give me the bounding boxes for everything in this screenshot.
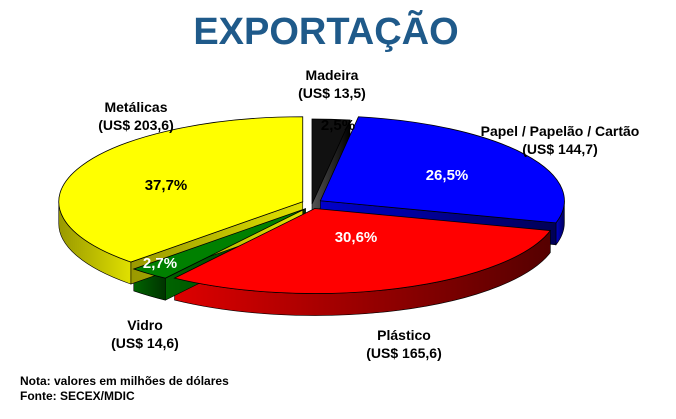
slice-papel [319,116,565,224]
slice-madeira [311,118,351,205]
percent-label-plastico: 30,6% [335,229,378,246]
percent-label-vidro: 2,7% [143,255,177,272]
percent-label-madeira: 2,5% [321,117,355,134]
category-label-papel: Papel / Papelão / Cartão [481,123,640,139]
chart-title: EXPORTAÇÃO [193,9,458,53]
value-label-vidro: (US$ 14,6) [111,335,179,351]
slice-metalicas [58,116,304,263]
value-label-papel: (US$ 144,7) [522,141,597,157]
note-text: Nota: valores em milhões de dólares [20,374,229,388]
category-label-metalicas: Metálicas [104,99,167,115]
value-label-metalicas: (US$ 203,6) [98,117,173,133]
percent-label-metalicas: 37,7% [145,177,188,194]
value-label-madeira: (US$ 13,5) [298,85,366,101]
value-label-plastico: (US$ 165,6) [366,345,441,361]
category-label-vidro: Vidro [127,317,163,333]
category-label-plastico: Plástico [377,327,431,343]
slice-vidro [132,208,306,279]
slice-tops [58,116,565,294]
percent-label-papel: 26,5% [426,167,469,184]
category-label-madeira: Madeira [306,67,359,83]
source-text: Fonte: SECEX/MDIC [20,389,135,403]
slice-plastico [173,208,552,294]
slice-labels: 2,5% Madeira (US$ 13,5) 26,5% Papel / Papelã… [98,67,639,361]
